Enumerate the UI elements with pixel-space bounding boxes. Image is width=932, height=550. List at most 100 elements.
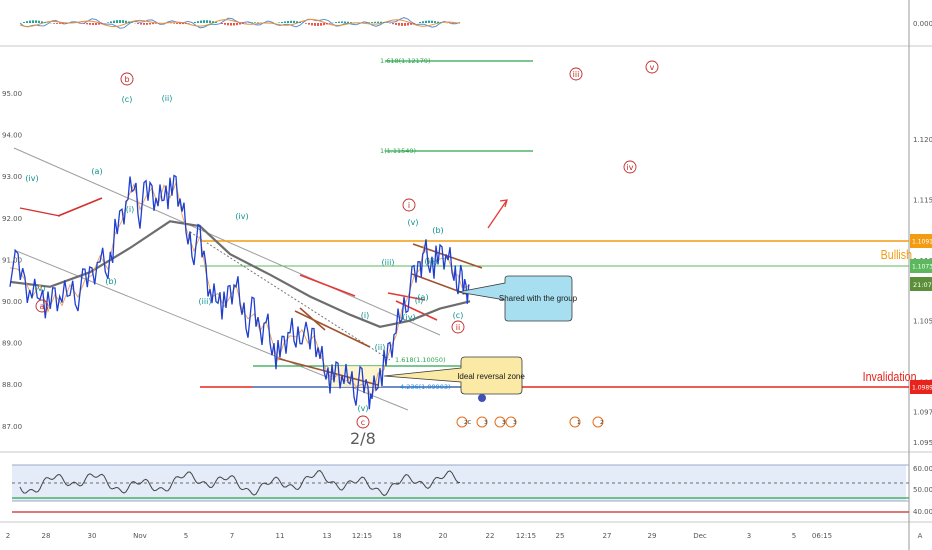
oscillator-bar [179,23,181,25]
oscillator-bar [182,23,184,25]
oscillator-bar [341,21,343,23]
oscillator-bar [215,22,217,23]
oscillator-bar [392,23,394,25]
x-axis-tick: 13 [323,532,332,540]
rsi-line [19,470,461,497]
x-axis-tick: 5 [184,532,188,540]
invalidation-label: Invalidation [863,369,917,384]
oscillator-bar [29,20,31,23]
oscillator-bar [434,21,436,23]
left-axis-tick: 93.00 [2,173,22,181]
callout-shared[interactable] [457,275,573,322]
wave-label: (i) [126,205,134,214]
event-marker[interactable] [478,394,486,402]
wave-label-circle [120,72,134,86]
fib-level-label: 1.618(1.10050) [395,356,446,364]
oscillator-bar [140,23,142,25]
oscillator-bar [203,20,205,23]
left-axis-tick: 94.00 [2,132,22,140]
oscillator-bar [293,20,295,23]
oscillator-bar [431,20,433,23]
oscillator-bar [176,23,178,24]
top-axis-tick: 0.00000 [913,20,932,28]
x-axis-tick: 7 [230,532,234,540]
oscillator-bar [92,23,94,26]
oscillator-bar [296,21,298,23]
trendline[interactable] [299,274,356,297]
event-marker[interactable] [592,416,604,428]
x-axis-tick: A [918,532,923,540]
bottom-axis-tick: 50.00 [913,486,932,494]
wave-label: (iv) [402,313,415,322]
oscillator-signal-line [19,18,461,28]
wave-label-circle [569,67,583,81]
oscillator-bar [89,23,91,25]
wave-label: v [650,63,655,72]
oscillator-bar [143,23,145,25]
oscillator-bar [236,23,238,26]
wave-label: (ii) [375,343,386,352]
event-marker[interactable] [476,416,488,428]
event-marker[interactable] [569,416,581,428]
callout-shared-text: Shared with the group [499,294,578,303]
oscillator-bar [251,22,253,23]
oscillator-bar [401,23,403,26]
event-marker-label: 3 [484,420,488,426]
oscillator-bar [278,22,280,23]
oscillator-bar [101,23,103,25]
wave-label: (iii) [199,297,212,306]
left-axis-tick: 89.00 [2,340,22,348]
trendline[interactable] [299,307,326,331]
event-marker[interactable] [494,416,506,428]
x-axis-tick: 30 [88,532,97,540]
event-marker[interactable] [456,416,468,428]
oscillator-bar [233,23,235,26]
event-marker[interactable] [505,416,517,428]
x-axis-tick: 22 [486,532,495,540]
level-price-tag [910,259,932,273]
wave-label-circle [402,198,416,212]
right-axis-tick: 1.09750 [913,409,932,417]
oscillator-bar [107,22,109,23]
wave-label-circle [35,299,49,313]
oscillator-bar [395,23,397,25]
callout-reversal[interactable] [383,356,523,395]
left-axis-tick: 88.00 [2,381,22,389]
oscillator-bar [413,23,415,24]
left-axis-tick: 92.00 [2,215,22,223]
oscillator-bar [254,22,256,23]
oscillator-bar [371,22,373,23]
top-oscillator-pane [19,17,461,29]
watermark-text: 2/8 [350,429,376,448]
oscillator-bar [116,20,118,23]
oscillator-bar [206,20,208,23]
oscillator-bar [380,21,382,23]
x-axis-tick: 27 [603,532,612,540]
wave-label: (iii) [382,258,395,267]
level-price-label: 1.10919 [912,239,932,246]
projection-arrow-head [499,199,508,208]
trendline[interactable] [387,292,426,301]
oscillator-bar [56,23,58,24]
wave-label: iii [573,70,580,79]
x-axis-tick: 25 [556,532,565,540]
trendline[interactable] [19,207,61,217]
event-marker-label: 3 [502,420,506,426]
wave-label: (i) [361,311,369,320]
wave-label: (v) [408,218,419,227]
oscillator-bar [383,22,385,23]
trendline[interactable] [294,310,371,348]
oscillator-bar [338,21,340,23]
trendline[interactable] [57,197,103,217]
wave-label: (iv) [235,212,248,221]
oscillator-bar [209,20,211,23]
oscillator-bar [308,23,310,25]
wave-label: (a) [417,293,428,302]
wave-label-circle [451,320,465,334]
oscillator-bar [173,23,175,24]
x-axis-tick: 29 [648,532,657,540]
wave-label-circle [623,160,637,174]
